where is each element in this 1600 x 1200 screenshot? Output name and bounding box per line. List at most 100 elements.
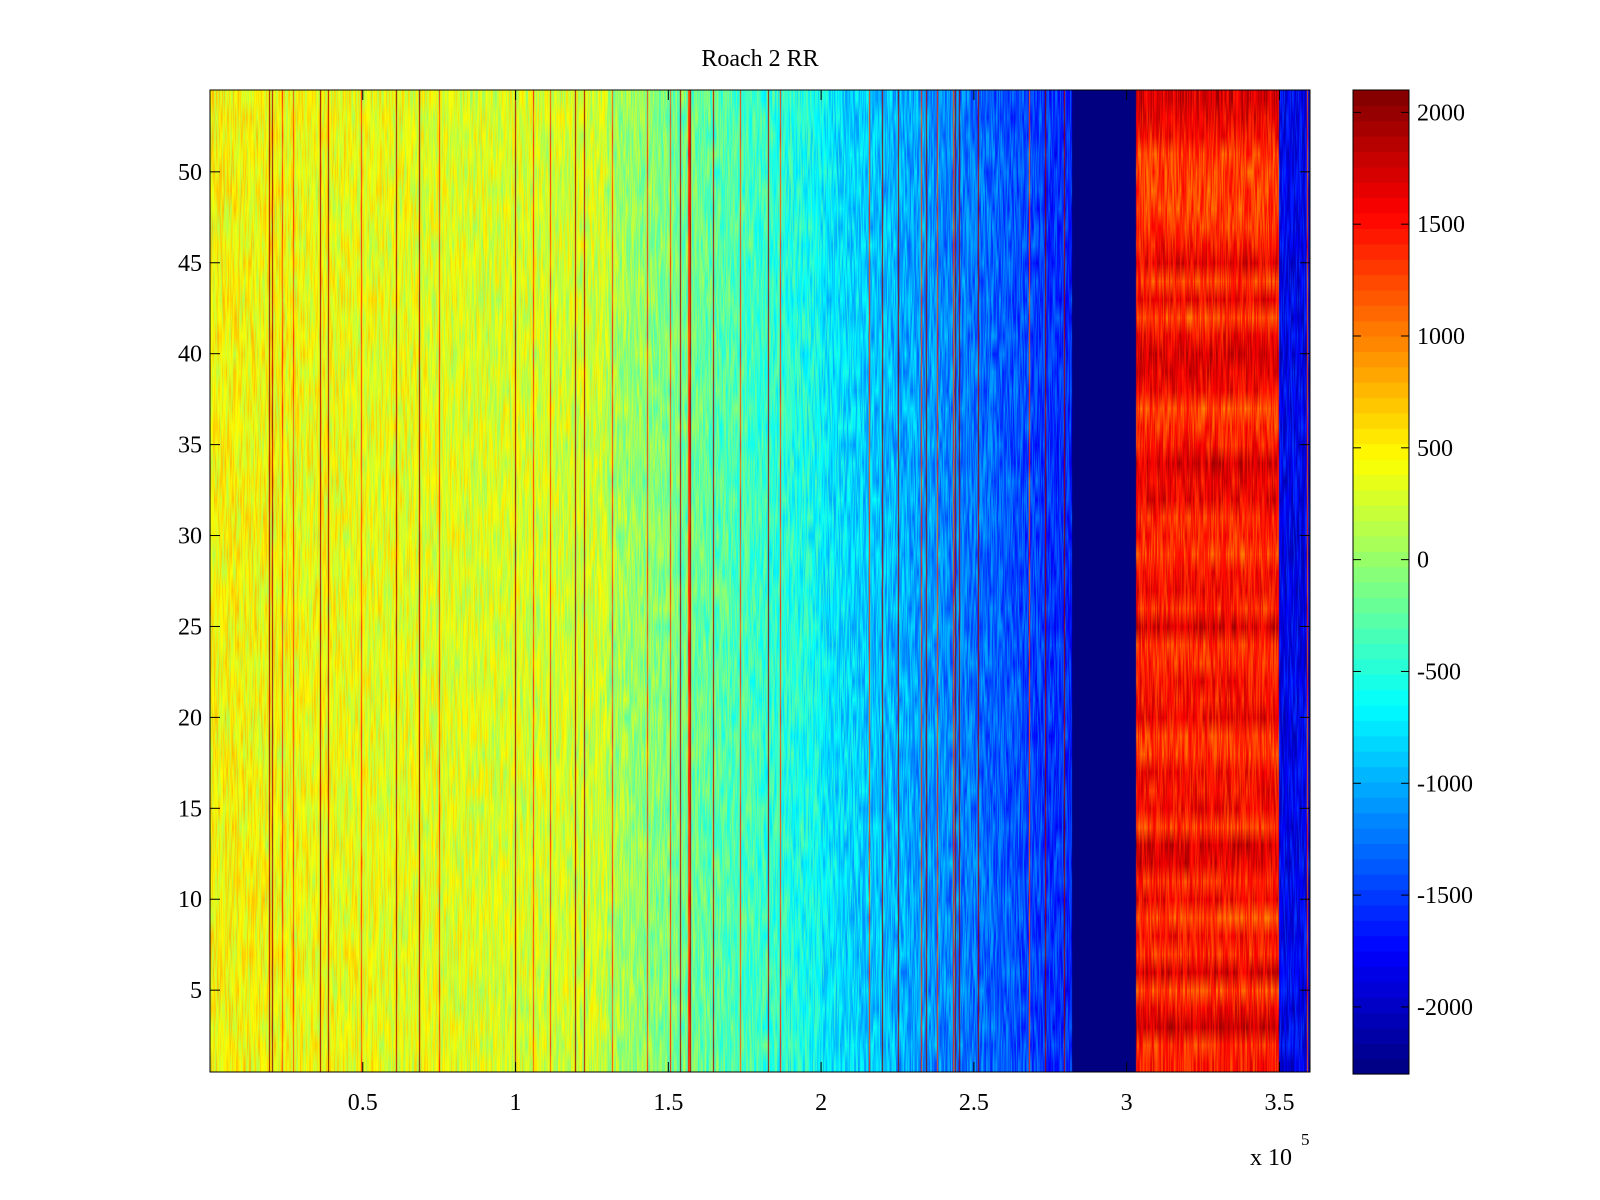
colorbar-swatch [1353, 566, 1409, 583]
colorbar-swatch [1353, 889, 1409, 906]
colorbar-swatch [1353, 920, 1409, 937]
colorbar-swatch [1353, 474, 1409, 491]
colorbar-tick-label: 1000 [1417, 324, 1465, 350]
colorbar-swatch [1353, 366, 1409, 383]
colorbar-swatch [1353, 689, 1409, 706]
colorbar-swatch [1353, 781, 1409, 798]
colorbar-tick-label: 2000 [1417, 100, 1465, 126]
x-tick-label: 3.5 [1264, 1090, 1294, 1116]
colorbar-swatch [1353, 551, 1409, 568]
colorbar-swatch [1353, 843, 1409, 860]
colorbar [1353, 90, 1409, 1075]
colorbar-swatch [1353, 90, 1409, 106]
colorbar-axis: 2000 1500 1000 500 0 -500 -1000 -1500 -2000 [1353, 100, 1473, 1021]
colorbar-swatch [1353, 858, 1409, 875]
y-tick-label: 30 [178, 524, 202, 550]
colorbar-swatch [1353, 289, 1409, 306]
colorbar-swatch [1353, 166, 1409, 183]
colorbar-tick-label: -1000 [1417, 771, 1473, 797]
colorbar-swatch [1353, 351, 1409, 368]
colorbar-swatch [1353, 213, 1409, 229]
colorbar-swatch [1353, 336, 1409, 352]
colorbar-swatch [1353, 397, 1409, 414]
colorbar-swatch [1353, 1058, 1409, 1075]
colorbar-swatch [1353, 705, 1409, 721]
x-tick-label: 3 [1121, 1090, 1133, 1116]
x-tick-label: 1 [510, 1090, 522, 1116]
y-tick-label: 10 [178, 887, 202, 913]
y-tick-label: 50 [178, 160, 202, 186]
colorbar-swatch [1353, 428, 1409, 445]
colorbar-swatch [1353, 305, 1409, 322]
plot-frame [209, 89, 1311, 1073]
colorbar-swatch [1353, 105, 1409, 122]
colorbar-tick-label: -500 [1417, 659, 1461, 685]
y-tick-label: 5 [190, 978, 202, 1004]
colorbar-swatch [1353, 582, 1409, 598]
colorbar-swatch [1353, 535, 1409, 552]
colorbar-swatch [1353, 951, 1409, 967]
colorbar-swatch [1353, 1027, 1409, 1044]
colorbar-swatch [1353, 751, 1409, 768]
colorbar-swatch [1353, 935, 1409, 952]
colorbar-swatch [1353, 720, 1409, 737]
colorbar-tick-label: 0 [1417, 548, 1429, 574]
x-exponent-power: 5 [1301, 1130, 1310, 1149]
colorbar-tick-label: 500 [1417, 436, 1453, 462]
colorbar-swatch [1353, 120, 1409, 137]
x-tick-label: 2 [815, 1090, 827, 1116]
colorbar-swatch [1353, 489, 1409, 506]
colorbar-swatch [1353, 1043, 1409, 1060]
colorbar-swatch [1353, 259, 1409, 276]
colorbar-tick-label: -1500 [1417, 883, 1473, 909]
colorbar-swatch [1353, 966, 1409, 983]
x-tick-label: 1.5 [653, 1090, 683, 1116]
colorbar-swatch [1353, 597, 1409, 614]
colorbar-swatch [1353, 874, 1409, 891]
colorbar-tick-label: 1500 [1417, 212, 1465, 238]
colorbar-swatch [1353, 797, 1409, 814]
colorbar-swatch [1353, 643, 1409, 660]
heatmap-plot [210, 90, 1310, 1072]
colorbar-swatch [1353, 828, 1409, 844]
y-tick-label: 35 [178, 433, 202, 459]
y-tick-label: 45 [178, 251, 202, 277]
colorbar-swatch [1353, 136, 1409, 153]
colorbar-swatch [1353, 766, 1409, 783]
colorbar-frame [1352, 89, 1410, 1075]
colorbar-swatch [1353, 674, 1409, 691]
y-tick-label: 20 [178, 705, 202, 731]
x-axis: 0.5 1 1.5 2 2.5 3 3.5 [348, 90, 1294, 1116]
y-axis: 5 10 15 20 25 30 35 40 45 50 [178, 160, 1310, 1004]
colorbar-swatch [1353, 1012, 1409, 1029]
colorbar-swatch [1353, 182, 1409, 199]
colorbar-swatch [1353, 274, 1409, 291]
colorbar-swatch [1353, 151, 1409, 168]
colorbar-swatch [1353, 443, 1409, 460]
x-axis-exponent: x 10 5 [1250, 1130, 1310, 1171]
x-exponent-base: x 10 [1250, 1145, 1292, 1171]
colorbar-swatch [1353, 812, 1409, 829]
colorbar-swatch [1353, 520, 1409, 537]
colorbar-swatch [1353, 658, 1409, 675]
colorbar-swatch [1353, 505, 1409, 522]
colorbar-swatch [1353, 243, 1409, 260]
colorbar-swatch [1353, 981, 1409, 998]
chart-title: Roach 2 RR [701, 46, 818, 72]
colorbar-swatch [1353, 197, 1409, 214]
y-tick-label: 40 [178, 342, 202, 368]
colorbar-swatch [1353, 382, 1409, 399]
colorbar-swatch [1353, 904, 1409, 921]
colorbar-swatch [1353, 459, 1409, 475]
colorbar-swatch [1353, 612, 1409, 629]
heatmap-cells [210, 90, 1310, 1072]
colorbar-swatch [1353, 412, 1409, 429]
colorbar-swatch [1353, 628, 1409, 645]
colorbar-tick-label: -2000 [1417, 995, 1473, 1021]
colorbar-swatch [1353, 997, 1409, 1014]
colorbar-swatch [1353, 228, 1409, 245]
colorbar-swatch [1353, 320, 1409, 337]
x-tick-label: 0.5 [348, 1090, 378, 1116]
x-tick-label: 2.5 [959, 1090, 989, 1116]
